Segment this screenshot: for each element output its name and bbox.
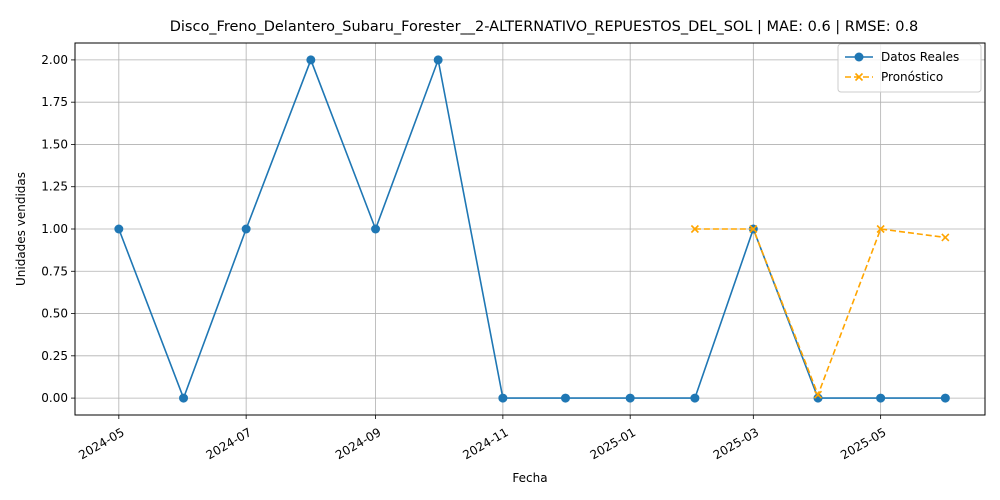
y-tick-label: 0.50 [41, 307, 68, 321]
x-tick-label: 2025-01 [588, 425, 638, 462]
series-datos-reales [114, 55, 950, 403]
series-line [694, 228, 946, 397]
data-point [433, 55, 443, 65]
chart-title: Disco_Freno_Delantero_Subaru_Forester__2… [170, 19, 919, 35]
data-point [371, 224, 381, 234]
legend-marker [854, 52, 864, 62]
data-point [625, 393, 635, 403]
data-point [940, 393, 950, 403]
y-tick-label: 1.25 [41, 180, 68, 194]
y-tick-label: 1.50 [41, 137, 68, 151]
x-axis-label: Fecha [512, 471, 547, 485]
data-point [749, 224, 758, 234]
data-point [498, 393, 508, 403]
series-line [118, 56, 946, 401]
legend-label: Pronóstico [881, 70, 943, 84]
data-point [941, 233, 950, 242]
legend: Datos Reales Pronóstico [837, 43, 982, 93]
x-tick-label: 2024-07 [204, 425, 254, 462]
data-point [560, 393, 570, 403]
y-tick-label: 1.00 [41, 222, 68, 236]
y-axis-label: Unidades vendidas [14, 172, 28, 286]
data-point [690, 224, 699, 234]
data-point [690, 393, 700, 403]
legend-box [837, 43, 982, 93]
y-tick-label: 0.25 [41, 349, 68, 363]
y-tick-label: 0.75 [41, 264, 68, 278]
data-point [876, 224, 885, 234]
series-pronostico [690, 224, 950, 399]
data-point [179, 393, 189, 403]
data-point [813, 390, 823, 399]
x-tick-label: 2025-05 [838, 425, 888, 462]
x-tick-label: 2024-05 [76, 425, 126, 462]
series-layer [114, 55, 950, 403]
x-axis: 2024-05 2024-07 2024-09 2024-11 2025-01 2025-… [76, 415, 889, 462]
legend-label: Datos Reales [881, 50, 959, 64]
data-point [306, 55, 316, 65]
legend-marker [854, 72, 864, 82]
grid [75, 43, 985, 415]
y-axis: 0.00 0.25 0.50 0.75 1.00 1.25 1.50 1.75 2.00 [41, 53, 75, 405]
data-point [241, 224, 251, 234]
y-tick-label: 0.00 [41, 391, 68, 405]
x-tick-label: 2024-11 [460, 425, 510, 462]
y-tick-label: 2.00 [41, 53, 68, 67]
y-tick-label: 1.75 [41, 95, 68, 109]
data-point [876, 393, 886, 403]
x-tick-label: 2024-09 [333, 425, 383, 462]
data-point [114, 224, 124, 234]
x-tick-label: 2025-03 [711, 425, 761, 462]
